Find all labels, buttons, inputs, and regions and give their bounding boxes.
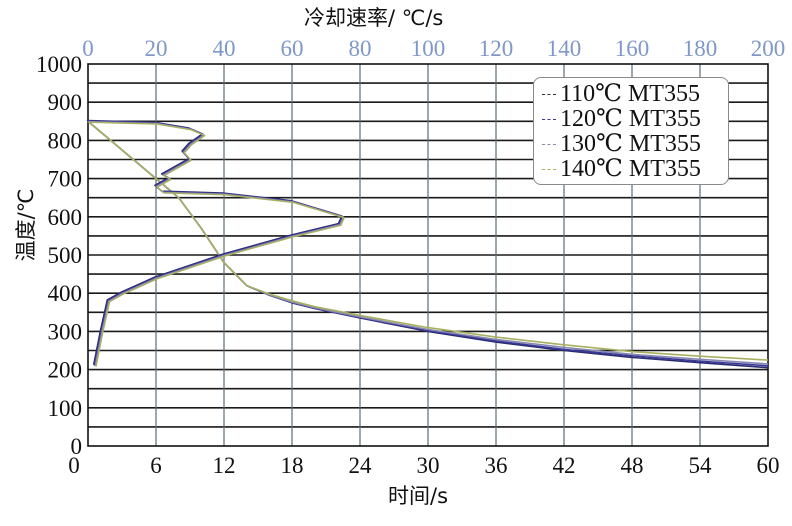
y-tick-label: 200	[48, 358, 83, 383]
legend-swatch-icon	[542, 94, 556, 95]
legend-item: 110℃ MT355	[542, 82, 728, 107]
x2-tick-label: 60	[281, 36, 304, 61]
x-tick-label: 18	[281, 453, 304, 478]
x-tick-label: 12	[213, 453, 236, 478]
x2-axis-label: 冷却速率/ ℃/s	[304, 6, 444, 30]
x2-tick-label: 160	[615, 36, 650, 61]
x-tick-label: 30	[417, 453, 440, 478]
x-tick-label: 42	[553, 453, 576, 478]
temp-rate-curve	[87, 120, 344, 366]
x-tick-label: 60	[757, 453, 780, 478]
y-tick-label: 0	[71, 434, 83, 459]
temp-rate-curve	[88, 120, 345, 367]
x2-tick-label: 0	[82, 36, 94, 61]
x-tick-label: 48	[621, 453, 644, 478]
legend-swatch-icon	[542, 144, 556, 145]
y-tick-label: 900	[48, 90, 83, 115]
plot-frame	[87, 63, 769, 447]
temp-rate-curve	[89, 121, 345, 367]
y-tick-label: 700	[48, 167, 83, 192]
x-tick-label: 0	[68, 453, 80, 478]
legend: 110℃ MT355 120℃ MT355 130℃ MT355 140℃ MT…	[533, 77, 729, 185]
legend-swatch-icon	[542, 169, 556, 170]
x-axis-label: 时间/s	[388, 484, 449, 508]
x2-tick-label: 80	[349, 36, 372, 61]
x2-tick-label: 200	[751, 36, 786, 61]
legend-item: 130℃ MT355	[542, 132, 728, 157]
x2-tick-label: 180	[683, 36, 718, 61]
y-tick-label: 600	[48, 205, 83, 230]
y-tick-label: 1000	[36, 52, 82, 77]
x-tick-label: 54	[689, 453, 713, 478]
x-tick-label: 36	[485, 453, 508, 478]
x2-tick-label: 120	[479, 36, 514, 61]
x-tick-label: 6	[150, 453, 162, 478]
x2-tick-label: 40	[213, 36, 236, 61]
legend-item: 140℃ MT355	[542, 157, 728, 182]
y-tick-label: 400	[48, 281, 83, 306]
temp-time-curve	[87, 120, 769, 361]
y-tick-label: 500	[48, 243, 83, 268]
x-tick-label: 24	[349, 453, 373, 478]
x2-tick-label: 100	[411, 36, 446, 61]
temp-rate-curve	[86, 119, 343, 366]
y-tick-label: 300	[48, 319, 83, 344]
x2-tick-label: 20	[145, 36, 168, 61]
x2-tick-label: 140	[547, 36, 582, 61]
y-tick-label: 100	[48, 396, 83, 421]
y-axis-label: 温度/℃	[14, 188, 38, 262]
y-tick-label: 800	[48, 128, 83, 153]
legend-item: 120℃ MT355	[542, 107, 728, 132]
legend-swatch-icon	[542, 119, 556, 120]
